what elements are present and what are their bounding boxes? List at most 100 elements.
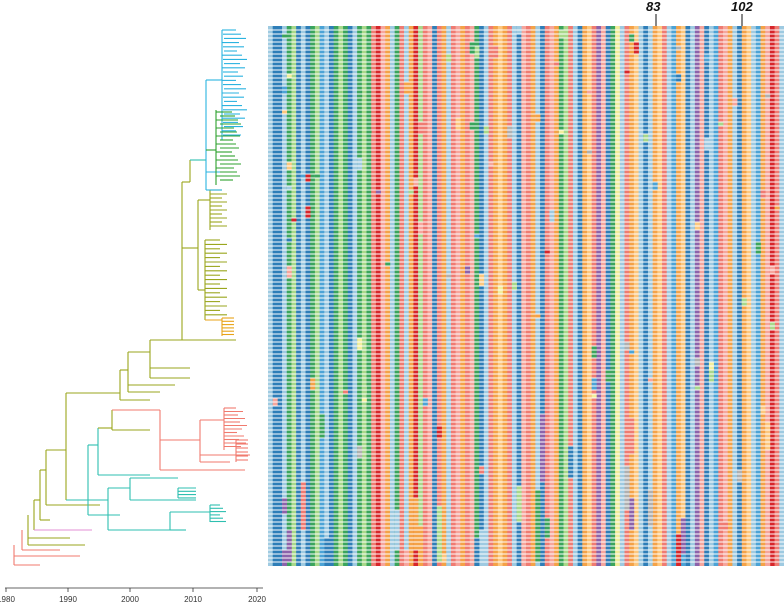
variant-cell xyxy=(554,62,560,66)
alignment-column xyxy=(723,26,729,566)
variant-cell xyxy=(544,250,550,254)
variant-cell xyxy=(737,470,743,482)
alignment-column xyxy=(666,26,672,566)
variant-cell xyxy=(282,110,288,114)
alignment-column xyxy=(371,26,377,566)
alignment-column xyxy=(333,26,339,566)
variant-cell xyxy=(408,190,414,194)
alignment-column xyxy=(357,26,363,566)
variant-cell xyxy=(469,42,475,54)
alignment-column xyxy=(680,26,686,566)
variant-cell xyxy=(591,346,597,358)
variant-cell xyxy=(474,234,480,238)
alignment-column xyxy=(366,26,372,566)
variant-cell xyxy=(507,126,513,138)
variant-cell xyxy=(357,446,363,458)
variant-cell xyxy=(586,150,592,154)
alignment-column xyxy=(727,26,733,566)
alignment-column xyxy=(343,26,349,566)
alignment-column xyxy=(676,26,682,566)
alignment-column xyxy=(361,26,367,566)
variant-cell xyxy=(305,206,311,218)
alignment-column xyxy=(558,26,564,566)
alignment-column xyxy=(647,26,653,566)
alignment-column xyxy=(446,26,452,566)
variant-cell xyxy=(708,370,714,382)
axis-tick-label: 2010 xyxy=(184,595,202,604)
variant-cell xyxy=(286,74,292,78)
alignment-column xyxy=(521,26,527,566)
alignment-column xyxy=(591,26,597,566)
alignment-column xyxy=(338,26,344,566)
variant-cell xyxy=(310,378,316,390)
alignment-column xyxy=(272,26,278,566)
variant-cell xyxy=(385,262,391,266)
alignment-column xyxy=(549,26,555,566)
alignment-column xyxy=(577,26,583,566)
variant-cell xyxy=(624,466,630,510)
alignment-column xyxy=(286,26,292,566)
axis-tick-label: 1990 xyxy=(59,595,77,604)
variant-cell xyxy=(488,162,494,166)
alignment-column xyxy=(596,26,602,566)
alignment-column xyxy=(779,26,784,566)
alignment-column xyxy=(633,26,639,566)
alignment-column xyxy=(385,26,391,566)
axis-tick-label: 1980 xyxy=(0,595,15,604)
alignment-column xyxy=(568,26,574,566)
alignment-column xyxy=(751,26,757,566)
alignment-column xyxy=(441,26,447,566)
variant-cell xyxy=(357,338,363,350)
variant-cell xyxy=(629,350,635,354)
alignment-column xyxy=(708,26,714,566)
alignment-column xyxy=(268,26,273,566)
alignment-column xyxy=(380,26,386,566)
variant-cell xyxy=(516,486,522,522)
variant-cell xyxy=(624,70,630,74)
alignment-column xyxy=(685,26,691,566)
alignment-column xyxy=(741,26,747,566)
alignment-column xyxy=(282,26,288,566)
variant-cell xyxy=(286,238,292,242)
alignment-column xyxy=(610,26,616,566)
variant-cell xyxy=(286,186,292,190)
alignment-column xyxy=(624,26,630,566)
variant-cell xyxy=(479,274,485,286)
alignment-column xyxy=(328,26,334,566)
site-label-102: 102 xyxy=(731,0,753,14)
alignment-column xyxy=(713,26,719,566)
alignment-column xyxy=(619,26,625,566)
variant-cell xyxy=(605,370,611,382)
alignment-column xyxy=(746,26,752,566)
variant-cell xyxy=(479,530,485,566)
alignment-column xyxy=(488,26,494,566)
axis-tick-label: 2020 xyxy=(248,595,266,604)
variant-cell xyxy=(633,42,639,54)
alignment-column xyxy=(718,26,724,566)
time-axis: 1980 1990 2000 2010 2020 xyxy=(0,587,266,604)
alignment-column xyxy=(554,26,560,566)
alignment-column xyxy=(563,26,569,566)
alignment-column xyxy=(629,26,635,566)
alignment-column xyxy=(704,26,710,566)
alignment-column xyxy=(465,26,471,566)
variant-cell xyxy=(474,538,480,566)
variant-cell xyxy=(361,398,367,402)
variant-cell xyxy=(366,130,372,134)
alignment-column xyxy=(291,26,297,566)
variant-cell xyxy=(404,82,410,94)
variant-cell xyxy=(549,210,555,222)
alignment-column xyxy=(300,26,306,566)
variant-cell xyxy=(446,274,452,278)
variant-cell xyxy=(591,394,597,398)
alignment-column xyxy=(657,26,663,566)
variant-cell xyxy=(680,554,686,566)
alignment-column xyxy=(450,26,456,566)
alignment-column xyxy=(699,26,705,566)
alignment-column xyxy=(544,26,550,566)
variant-cell xyxy=(455,118,461,130)
alignment-column xyxy=(615,26,621,566)
alignment-column xyxy=(469,26,475,566)
variant-cell xyxy=(291,218,297,222)
variant-cell xyxy=(765,94,771,98)
